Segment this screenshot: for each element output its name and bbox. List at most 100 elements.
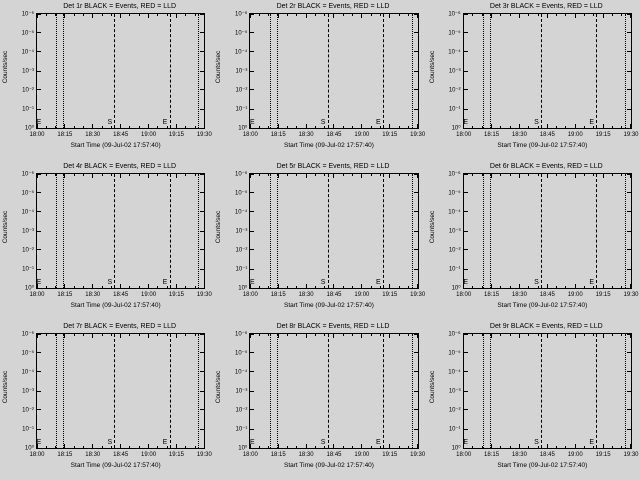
y-major-tick	[200, 230, 205, 232]
x-major-tick	[277, 284, 279, 288]
y-major-tick	[413, 32, 418, 34]
flag-letter-E: E	[36, 119, 42, 126]
y-major-tick	[250, 51, 255, 53]
x-axis-label: Start Time (09-Jul-02 17:57:40)	[284, 302, 374, 309]
y-major-tick	[626, 211, 631, 213]
x-tick-label: 18:00	[29, 452, 45, 458]
x-tick-label: 18:45	[326, 452, 342, 458]
x-minor-tick	[55, 446, 57, 448]
y-major-tick	[250, 108, 255, 110]
flag-letter-S: S	[107, 439, 113, 446]
x-tick-label: 18:30	[298, 292, 314, 298]
y-major-tick	[250, 211, 255, 213]
flag-letter-S: S	[107, 279, 113, 286]
x-major-tick	[333, 124, 335, 128]
dotted-guide-line	[411, 334, 413, 448]
y-axis-label: Counts/sec	[215, 210, 223, 244]
x-major-tick	[305, 334, 307, 338]
flag-letter-E: E	[36, 279, 42, 286]
x-minor-tick	[537, 446, 539, 448]
x-minor-tick	[166, 286, 168, 288]
y-major-tick	[200, 108, 205, 110]
y-tick-label: 10⁻⁴	[234, 369, 248, 376]
x-major-tick	[361, 14, 363, 18]
flag-letter-E: E	[162, 119, 168, 126]
flag-letter-E: E	[249, 279, 255, 286]
y-major-tick	[37, 192, 41, 194]
y-major-tick	[37, 268, 41, 270]
x-minor-tick	[324, 334, 326, 336]
y-tick-label: 10⁻⁵	[235, 30, 248, 37]
flag-letter-E: E	[375, 279, 381, 286]
flag-letter-S: S	[320, 279, 326, 286]
x-major-tick	[361, 284, 363, 288]
x-minor-tick	[324, 286, 326, 288]
x-minor-tick	[129, 14, 131, 16]
x-minor-tick	[398, 14, 400, 16]
x-minor-tick	[314, 446, 316, 448]
flag-letter-E: E	[36, 439, 42, 446]
x-major-tick	[333, 444, 335, 448]
x-tick-label: 19:30	[623, 132, 639, 138]
x-minor-tick	[129, 446, 131, 448]
y-tick-label: 10⁻²	[235, 87, 248, 94]
y-major-tick	[413, 108, 418, 110]
x-minor-tick	[259, 14, 261, 16]
x-major-tick	[92, 444, 94, 448]
y-tick-label: 10⁻²	[235, 247, 248, 254]
x-major-tick	[574, 124, 576, 128]
y-tick-label: 10⁻³	[235, 228, 248, 235]
y-major-tick	[37, 13, 41, 15]
plot-area: 18:00 18:15 18:30 18:45 19:00 19:15 19:30 10⁻⁶ 1…	[448, 332, 638, 470]
y-tick-label: 10⁻¹	[22, 266, 34, 273]
y-major-tick	[463, 447, 468, 449]
y-major-tick	[463, 409, 468, 411]
y-major-tick	[463, 230, 468, 232]
x-major-tick	[491, 284, 493, 288]
x-major-tick	[64, 14, 66, 18]
x-major-tick	[333, 284, 335, 288]
x-minor-tick	[259, 334, 261, 336]
x-minor-tick	[342, 14, 344, 16]
x-major-tick	[64, 174, 66, 178]
x-major-tick	[249, 444, 251, 448]
plot-title: Det 9r BLACK = Events, RED = LLD	[489, 323, 603, 330]
y-tick-label: 10⁻³	[22, 68, 34, 75]
x-minor-tick	[407, 286, 409, 288]
dotted-guide-line	[411, 14, 413, 128]
x-minor-tick	[537, 126, 539, 128]
y-tick-label: 10⁻¹	[235, 106, 248, 113]
y-axis-label: Counts/sec	[2, 50, 9, 84]
x-minor-tick	[82, 286, 84, 288]
x-major-tick	[417, 284, 419, 288]
y-major-tick	[463, 333, 468, 335]
flag-letter-E: E	[249, 439, 255, 446]
x-major-tick	[361, 444, 363, 448]
x-minor-tick	[110, 334, 112, 336]
y-major-tick	[250, 70, 255, 72]
plot-cell-det-1r: Det 1r BLACK = Events, RED = LLD Counts/s…	[0, 0, 213, 160]
x-minor-tick	[82, 14, 84, 16]
x-major-tick	[546, 444, 548, 448]
x-minor-tick	[296, 14, 298, 16]
y-tick-label: 10⁻³	[22, 388, 34, 395]
x-minor-tick	[287, 334, 288, 336]
dashed-marker-line	[169, 174, 171, 288]
x-tick-label: 18:15	[484, 292, 500, 298]
x-major-tick	[203, 444, 205, 448]
x-major-tick	[602, 14, 604, 18]
x-minor-tick	[584, 286, 585, 288]
x-major-tick	[574, 14, 576, 18]
x-minor-tick	[509, 334, 511, 336]
y-major-tick	[413, 211, 418, 213]
x-minor-tick	[324, 174, 326, 176]
y-tick-label: 10⁻³	[448, 68, 461, 75]
x-minor-tick	[472, 174, 474, 176]
x-minor-tick	[110, 174, 112, 176]
x-major-tick	[546, 174, 548, 178]
x-major-tick	[64, 334, 66, 338]
x-minor-tick	[166, 174, 168, 176]
y-tick-label: 10⁻¹	[22, 426, 34, 433]
y-tick-label: 10⁻²	[448, 247, 461, 254]
y-major-tick	[200, 287, 205, 289]
